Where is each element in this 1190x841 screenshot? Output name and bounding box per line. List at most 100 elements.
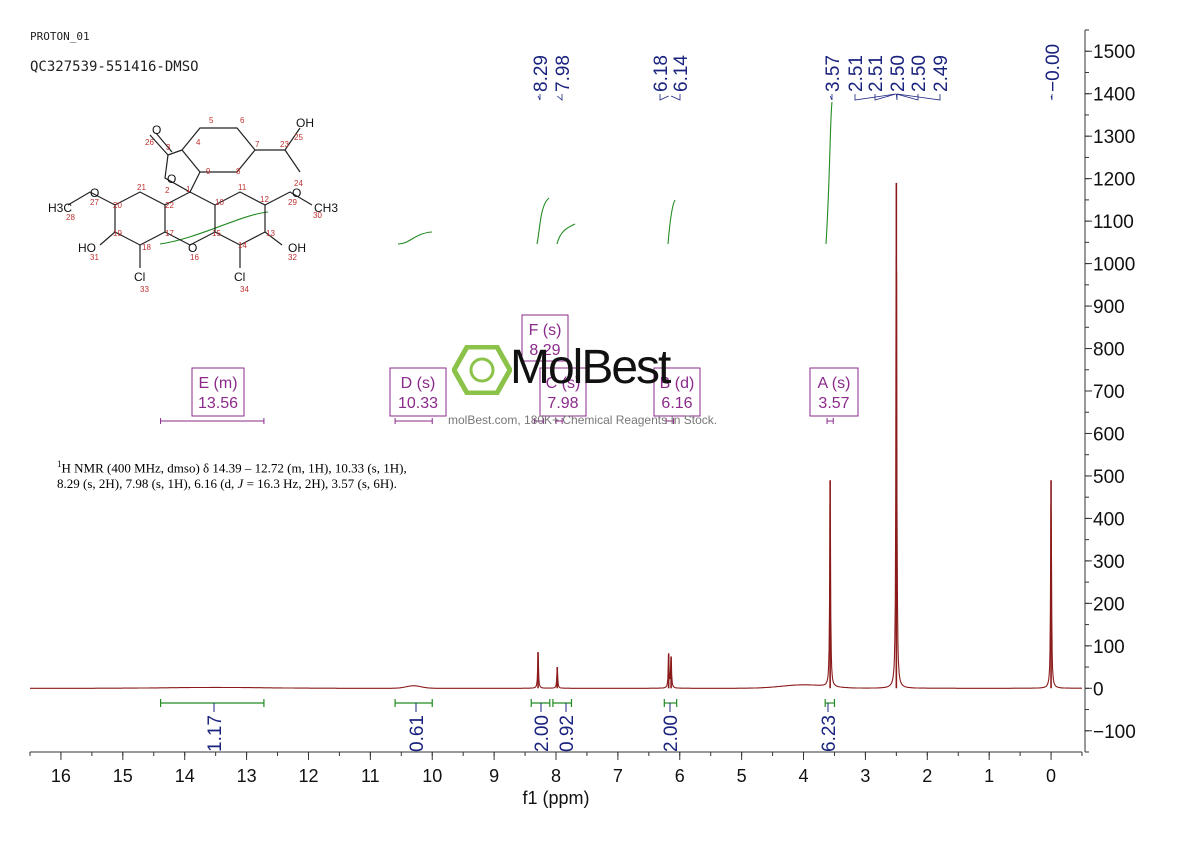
integral-value: 2.00 [532,715,553,752]
y-tick-label: 900 [1093,297,1125,318]
peak-label-connector [556,94,563,101]
atom-label: O [90,186,99,200]
integral-curve [556,223,576,245]
peak-label-connector [1050,94,1053,101]
multiplet-frame [809,367,859,417]
integral-region: 0.61 [394,699,433,752]
peak-label-connector [670,94,681,101]
atom-number: 8 [236,167,241,176]
atom-number: 4 [196,138,201,147]
atom-number: 15 [212,229,221,238]
peak-label-connector [896,93,941,101]
peak-label: 6.14 [671,55,692,92]
peak-label-connector [829,94,833,101]
peak-label: 2.51 [866,55,887,92]
multiplet-frame [653,367,701,417]
y-tick-label: 1500 [1093,42,1135,63]
y-tick-label: 400 [1093,509,1125,530]
multiplet-layer: E (m) 13.56 D (s) 10.33 F (s) 8.29 C (s) 7.98 B … [160,314,859,424]
x-tick-label: 8 [551,766,561,786]
multiplet-frame [539,367,587,417]
multiplet-box: D (s) 10.33 [389,367,447,424]
peak-label-connector [895,93,898,101]
sample-name: QC327539-551416-DMSO [30,59,199,75]
atom-label: O [188,241,197,255]
atom-number: 17 [165,229,174,238]
atom-number: 3 [166,143,171,152]
peak-label-connector [537,94,541,101]
atom-number: 11 [238,183,247,192]
multiplet-box: E (m) 13.56 [160,367,265,424]
multiplet-shift: 3.57 [818,395,849,412]
atom-label: Cl [134,270,145,284]
multiplet-box: B (d) 6.16 [653,367,701,424]
x-tick-label: 10 [422,766,442,786]
molbest-hexagon-icon [452,345,512,395]
y-tick-label: 800 [1093,340,1125,361]
peak-label: 2.50 [888,55,909,92]
integral-region: 0.92 [552,699,578,752]
x-tick-label: 7 [613,766,623,786]
peak-label-connector [854,93,896,101]
atom-number: 16 [190,253,199,262]
peak-label: 2.51 [846,55,867,92]
integral-curve [536,197,550,245]
atom-number: 29 [288,198,297,207]
x-tick-label: 0 [1046,766,1056,786]
peak-label: 3.57 [823,55,844,92]
spectrum-trace [30,257,1082,689]
multiplet-label: C (s) [546,375,581,392]
chemical-structure [67,127,313,268]
integral-value: 2.00 [661,715,682,752]
atom-number: 23 [280,140,289,149]
integral-curves [159,101,833,245]
summary-part-a: H NMR (400 MHz, dmso) δ 14.39 – 12.72 (m… [57,460,407,492]
nucleus-superscript: 1 [57,459,62,469]
multiplet-shift: 7.98 [547,395,578,412]
atom-label: Cl [234,270,245,284]
x-tick-label: 4 [799,766,809,786]
x-tick-label: 6 [675,766,685,786]
multiplet-frame [191,367,245,417]
x-tick-label: 5 [737,766,747,786]
y-tick-label: 200 [1093,594,1125,615]
atom-number: 30 [313,211,322,220]
y-tick-label: 100 [1093,637,1125,658]
x-tick-label: 9 [489,766,499,786]
atom-number: 5 [209,116,214,125]
atom-label: O [152,123,161,137]
atom-label: O [292,186,301,200]
multiplet-shift: 10.33 [398,395,438,412]
integral-value: 0.92 [557,715,578,752]
integral-curve [667,199,676,245]
x-tick-label: 3 [860,766,870,786]
y-tick-label: 600 [1093,424,1125,445]
methyl-label: CH3 [314,201,338,215]
x-tick-label: 16 [51,766,71,786]
atom-number: 9 [206,167,211,176]
peak-label-connector [874,93,896,101]
experiment-name: PROTON_01 [30,30,90,43]
atom-number: 24 [294,179,303,188]
atom-number: 18 [142,243,151,252]
atom-number: 7 [255,140,260,149]
y-tick-label: 1400 [1093,85,1135,106]
atom-number: 26 [145,138,154,147]
peak-label: 2.50 [909,55,930,92]
multiplet-box: A (s) 3.57 [809,367,859,424]
atom-number: 33 [140,285,149,294]
atom-number: 13 [266,229,275,238]
multiplet-label: E (m) [198,375,237,392]
multiplet-box: C (s) 7.98 [539,367,587,424]
x-tick-label: 12 [298,766,318,786]
summary-part-b: = 16.3 Hz, 2H), 3.57 (s, 6H). [243,476,397,492]
multiplet-shift: 8.29 [529,342,560,359]
watermark-brand: MolBest [510,341,671,394]
y-tick-label: 1300 [1093,127,1135,148]
integral-curve [397,231,433,245]
spectrum-layer [30,182,1082,689]
multiplet-shift: 13.56 [198,395,238,412]
peak-label: 8.29 [531,55,552,92]
